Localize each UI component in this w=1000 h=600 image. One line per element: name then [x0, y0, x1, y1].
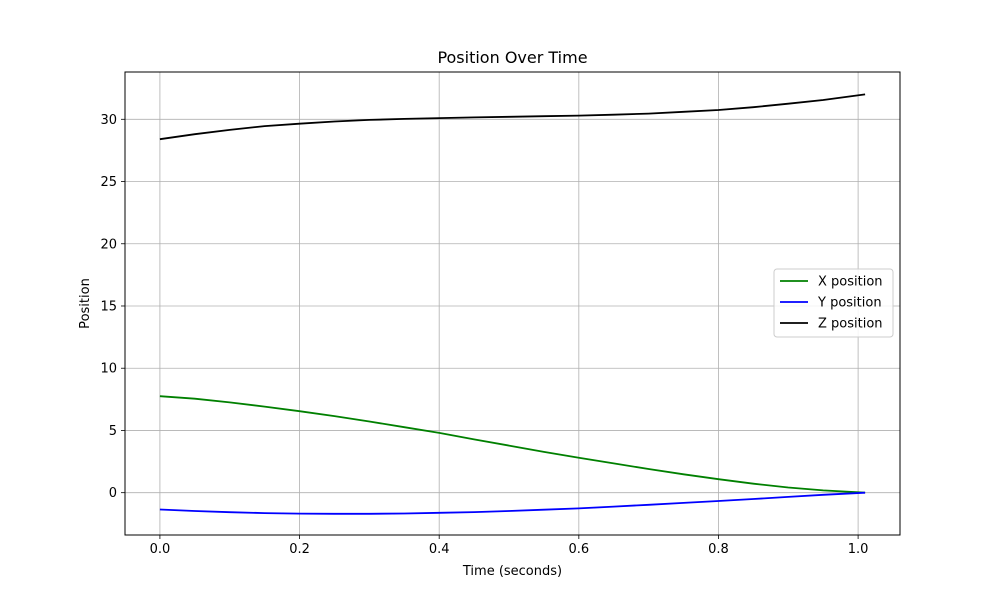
y-tick-label: 20 [100, 237, 117, 252]
series-line-z-position [159, 93, 866, 141]
grid [125, 72, 900, 535]
x-tick-label: 0.2 [289, 542, 310, 557]
series-lines [159, 93, 866, 515]
x-tick-label: 0.0 [150, 542, 171, 557]
y-tick-label: 15 [100, 299, 117, 314]
legend-label: X position [818, 275, 883, 290]
ticks: 0.0 0.2 0.4 0.6 0.8 1.0 0 5 10 15 20 25 30 [100, 113, 868, 557]
y-tick-label: 5 [109, 424, 117, 439]
x-axis-label: Time (seconds) [462, 564, 562, 579]
series-line-y-position [159, 491, 866, 515]
x-tick-label: 1.0 [848, 542, 869, 557]
x-tick-label: 0.4 [429, 542, 450, 557]
y-tick-label: 30 [100, 113, 117, 128]
legend: X position Y position Z position [773, 268, 894, 338]
y-axis-label: Position [78, 278, 93, 329]
x-tick-label: 0.8 [708, 542, 729, 557]
y-tick-label: 0 [109, 486, 117, 501]
legend-box [773, 268, 894, 338]
series-line-x-position [159, 395, 866, 494]
chart-title: Position Over Time [437, 48, 587, 67]
y-tick-label: 25 [100, 175, 117, 190]
legend-label: Y position [817, 296, 882, 311]
plot-frame [124, 71, 901, 536]
legend-label: Z position [818, 317, 883, 332]
x-tick-label: 0.6 [568, 542, 589, 557]
y-tick-label: 10 [100, 362, 117, 377]
